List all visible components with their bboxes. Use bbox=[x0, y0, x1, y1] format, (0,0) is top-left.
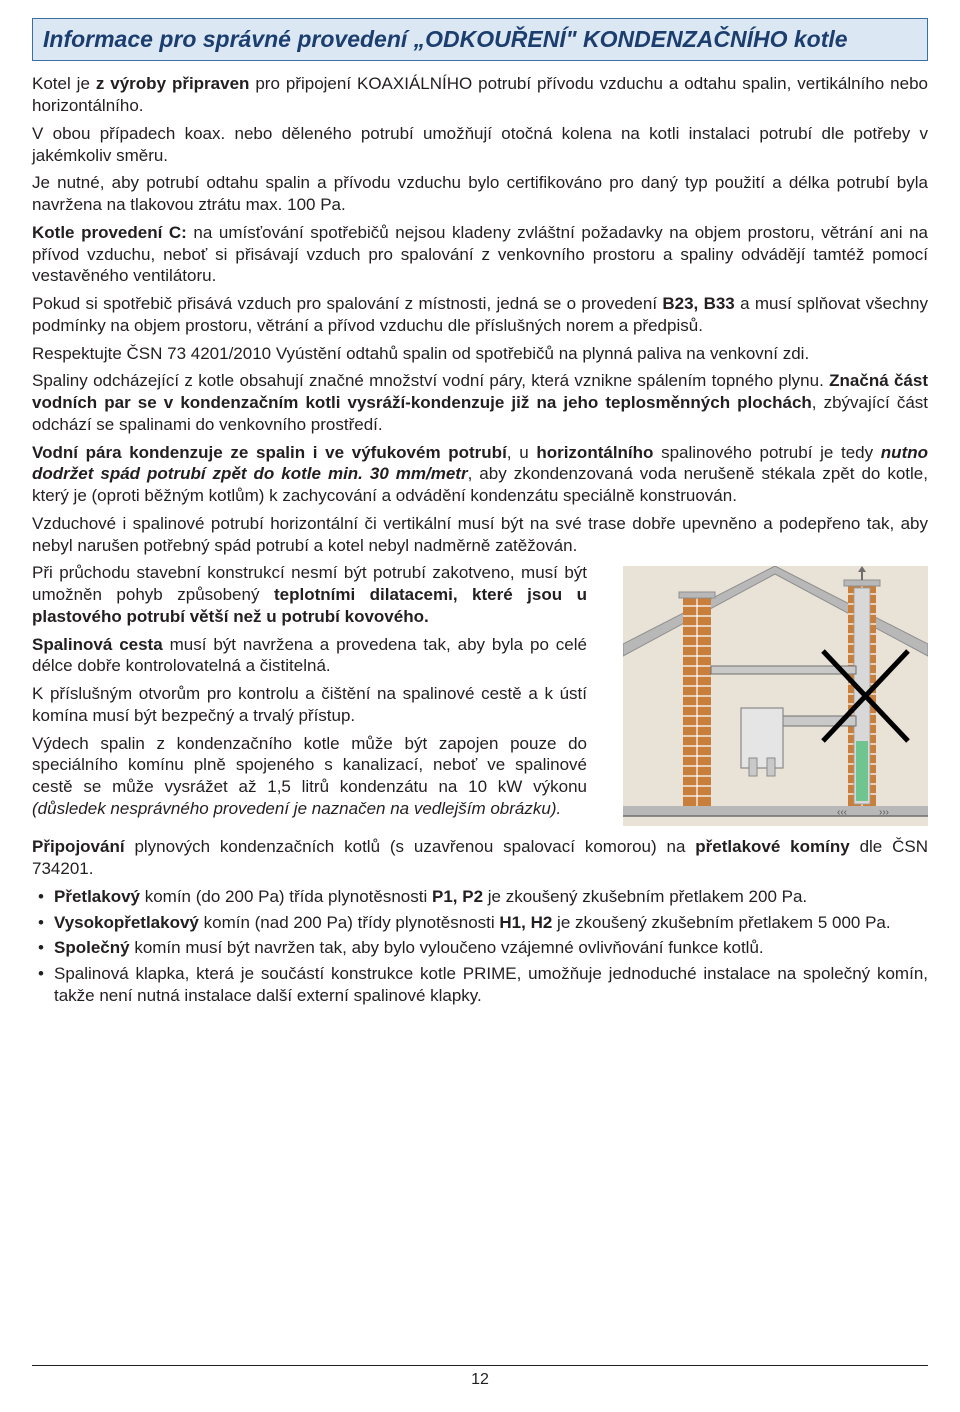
bullet-list: Přetlakový komín (do 200 Pa) třída plyno… bbox=[32, 886, 928, 1007]
list-item: Spalinová klapka, která je součástí kons… bbox=[32, 963, 928, 1007]
paragraph-13: Výdech spalin z kondenzačního kotle může… bbox=[32, 733, 587, 820]
paragraph-7: Spaliny odcházející z kotle obsahují zna… bbox=[32, 370, 928, 435]
paragraph-11: Spalinová cesta musí být navržena a prov… bbox=[32, 634, 587, 678]
paragraph-8: Vodní pára kondenzuje ze spalin i ve výf… bbox=[32, 442, 928, 507]
paragraph-14: Připojování plynových kondenzačních kotl… bbox=[32, 836, 928, 880]
paragraph-10: Při průchodu stavební konstrukcí nesmí b… bbox=[32, 562, 587, 627]
title-bar: Informace pro správné provedení „ODKOUŘE… bbox=[32, 18, 928, 61]
list-item: Společný komín musí být navržen tak, aby… bbox=[32, 937, 928, 959]
svg-text:›››: ››› bbox=[879, 807, 889, 818]
paragraph-6: Respektujte ČSN 73 4201/2010 Vyústění od… bbox=[32, 343, 928, 365]
diagram-container: ‹‹‹ ››› bbox=[623, 566, 928, 826]
svg-text:‹‹‹: ‹‹‹ bbox=[837, 807, 847, 818]
paragraph-5: Pokud si spotřebič přisává vzduch pro sp… bbox=[32, 293, 928, 337]
paragraph-4: Kotle provedení C: na umísťování spotřeb… bbox=[32, 222, 928, 287]
diagram-svg: ‹‹‹ ››› bbox=[623, 566, 928, 826]
paragraph-2: V obou případech koax. nebo děleného pot… bbox=[32, 123, 928, 167]
page-title: Informace pro správné provedení „ODKOUŘE… bbox=[43, 25, 917, 54]
list-item: Vysokopřetlakový komín (nad 200 Pa) tříd… bbox=[32, 912, 928, 934]
page-number: 12 bbox=[471, 1371, 489, 1388]
page-footer: 12 bbox=[32, 1365, 928, 1390]
paragraph-3: Je nutné, aby potrubí odtahu spalin a př… bbox=[32, 172, 928, 216]
list-item: Přetlakový komín (do 200 Pa) třída plyno… bbox=[32, 886, 928, 908]
paragraph-9: Vzduchové i spalinové potrubí horizontál… bbox=[32, 513, 928, 557]
paragraph-12: K příslušným otvorům pro kontrolu a čišt… bbox=[32, 683, 587, 727]
paragraph-1: Kotel je z výroby připraven pro připojen… bbox=[32, 73, 928, 117]
